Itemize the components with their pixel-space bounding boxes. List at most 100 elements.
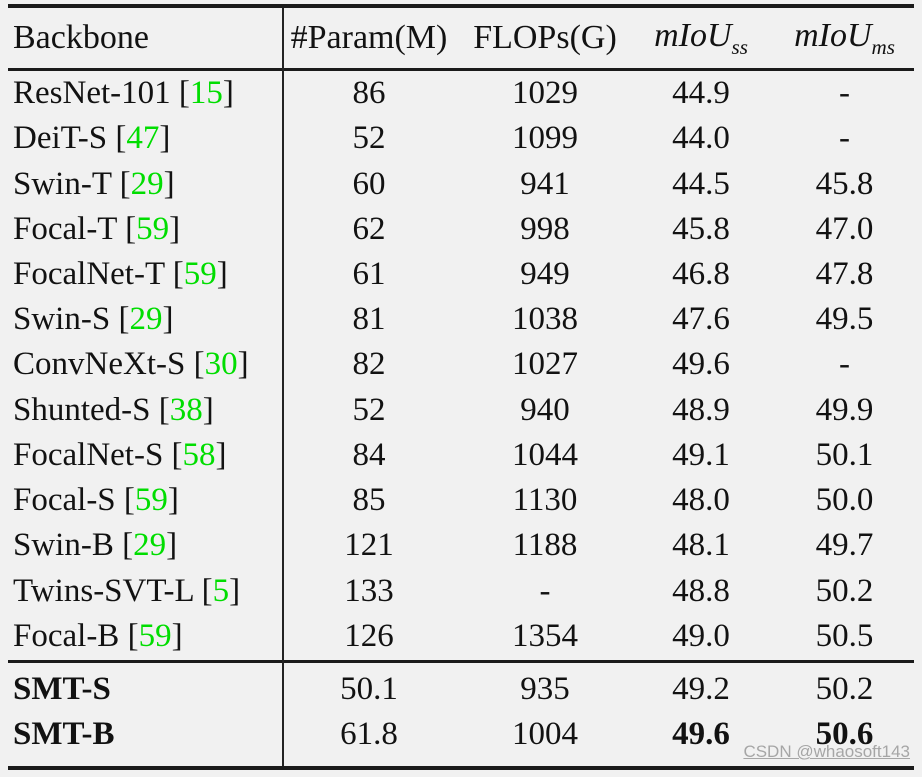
flops-cell: 1038 [512, 301, 578, 338]
header-param: #Param(M) [290, 19, 448, 56]
param-cell: 62 [352, 210, 386, 247]
citation-ref: 59 [138, 617, 172, 654]
table-row: FocalNet-S [58] 84 1044 49.1 50.1 [0, 433, 922, 478]
column-divider-rule [282, 8, 284, 766]
param-cell: 82 [352, 346, 386, 383]
flops-cell: 1044 [512, 436, 578, 473]
header-flops: FLOPs(G) [473, 19, 617, 56]
backbone-cell: Focal-B [59] [13, 617, 183, 654]
flops-cell: 1130 [512, 482, 578, 519]
backbone-cell: Shunted-S [38] [13, 391, 214, 428]
table-row: DeiT-S [47] 52 1099 44.0 - [0, 116, 922, 161]
miou-ms-cell: 45.8 [815, 165, 874, 202]
param-cell: 50.1 [340, 671, 398, 707]
table-body: ResNet-101 [15] 86 1029 44.9 - DeiT-S [47] 52 1… [0, 71, 922, 659]
param-cell: 86 [352, 75, 386, 112]
miou-ms-cell: - [839, 75, 850, 112]
miou-ss-cell: 47.6 [672, 301, 730, 338]
miou-ss-cell: 44.9 [672, 75, 730, 112]
miou-ms-cell: 49.9 [815, 391, 874, 428]
table-row: ResNet-101 [15] 86 1029 44.9 - [0, 71, 922, 116]
miou-ms-cell: 49.5 [815, 301, 874, 338]
table-row: Focal-T [59] 62 998 45.8 47.0 [0, 207, 922, 252]
miou-ms-cell: 50.2 [815, 671, 874, 707]
table-row: Shunted-S [38] 52 940 48.9 49.9 [0, 388, 922, 433]
citation-ref: 5 [212, 572, 230, 609]
flops-cell: 1027 [512, 346, 578, 383]
param-cell: 52 [352, 120, 386, 157]
citation-ref: 29 [133, 527, 167, 564]
backbone-cell: ResNet-101 [15] [13, 75, 234, 112]
table-row: SMT-S 50.1 935 49.2 50.2 [0, 667, 922, 712]
citation-ref: 59 [183, 255, 217, 292]
backbone-cell: ConvNeXt-S [30] [13, 346, 249, 383]
backbone-cell: FocalNet-S [58] [13, 436, 227, 473]
table-row: Swin-T [29] 60 941 44.5 45.8 [0, 162, 922, 207]
param-cell: 60 [352, 165, 386, 202]
backbone-cell: Twins-SVT-L [5] [13, 572, 241, 609]
miou-ss-cell: 49.2 [672, 671, 730, 707]
param-cell: 81 [352, 301, 386, 338]
param-cell: 126 [344, 617, 394, 654]
flops-cell: 1029 [512, 75, 578, 112]
flops-cell: 998 [520, 210, 570, 247]
backbone-cell: SMT-B [13, 716, 115, 752]
miou-ss-cell: 48.9 [672, 391, 730, 428]
citation-ref: 15 [189, 75, 223, 112]
flops-cell: 940 [520, 391, 570, 428]
table-header-row: Backbone #Param(M) FLOPs(G) mIoUss mIoUm… [0, 8, 922, 68]
header-miou-ms: mIoUms [767, 17, 922, 60]
table-row: SMT-B 61.8 1004 49.6 50.6 [0, 712, 922, 757]
table-footer: SMT-S 50.1 935 49.2 50.2 SMT-B 61.8 1004 49.6 50.… [0, 667, 922, 757]
header-backbone: Backbone [13, 19, 149, 56]
param-cell: 84 [352, 436, 386, 473]
backbone-cell: SMT-S [13, 671, 111, 707]
header-miou-ss-base: mIoU [654, 16, 732, 54]
backbone-cell: Focal-S [59] [13, 482, 179, 519]
miou-ms-cell: 50.2 [815, 572, 874, 609]
table-top-rule [8, 4, 914, 8]
watermark: CSDN @whaosoft143 [743, 742, 910, 761]
citation-ref: 29 [130, 165, 164, 202]
citation-ref: 29 [129, 301, 163, 338]
table-header-rule [8, 68, 914, 71]
table-row: ConvNeXt-S [30] 82 1027 49.6 - [0, 342, 922, 387]
miou-ss-cell: 49.6 [672, 346, 730, 383]
miou-ms-cell: 50.6 [815, 716, 874, 752]
flops-cell: 1188 [512, 527, 578, 564]
table-row: Swin-S [29] 81 1038 47.6 49.5 [0, 297, 922, 342]
table-footer-rule [8, 660, 914, 663]
param-cell: 85 [352, 482, 386, 519]
miou-ss-cell: 48.8 [672, 572, 730, 609]
table-row: Focal-B [59] 126 1354 49.0 50.5 [0, 614, 922, 659]
param-cell: 52 [352, 391, 386, 428]
table-row: Swin-B [29] 121 1188 48.1 49.7 [0, 523, 922, 568]
miou-ms-cell: 47.0 [815, 210, 874, 247]
backbone-cell: Focal-T [59] [13, 210, 181, 247]
miou-ss-cell: 49.6 [672, 716, 730, 752]
backbone-cell: FocalNet-T [59] [13, 255, 228, 292]
miou-ss-cell: 48.0 [672, 482, 730, 519]
miou-ss-cell: 44.5 [672, 165, 730, 202]
param-cell: 133 [344, 572, 394, 609]
miou-ss-cell: 48.1 [672, 527, 730, 564]
citation-ref: 30 [204, 346, 238, 383]
header-miou-ms-sub: ms [871, 34, 895, 59]
header-miou-ms-base: mIoU [794, 16, 872, 54]
miou-ms-cell: 47.8 [815, 255, 874, 292]
param-cell: 61 [352, 255, 386, 292]
citation-ref: 58 [182, 436, 216, 473]
flops-cell: 1004 [512, 716, 578, 752]
miou-ss-cell: 45.8 [672, 210, 730, 247]
miou-ss-cell: 44.0 [672, 120, 730, 157]
flops-cell: 1099 [512, 120, 578, 157]
flops-cell: 949 [520, 255, 570, 292]
flops-cell: - [539, 572, 551, 609]
backbone-cell: Swin-T [29] [13, 165, 175, 202]
table-row: Twins-SVT-L [5] 133 - 48.8 50.2 [0, 569, 922, 614]
param-cell: 61.8 [340, 716, 398, 752]
flops-cell: 941 [520, 165, 570, 202]
miou-ms-cell: 50.5 [815, 617, 874, 654]
backbone-cell: DeiT-S [47] [13, 120, 171, 157]
